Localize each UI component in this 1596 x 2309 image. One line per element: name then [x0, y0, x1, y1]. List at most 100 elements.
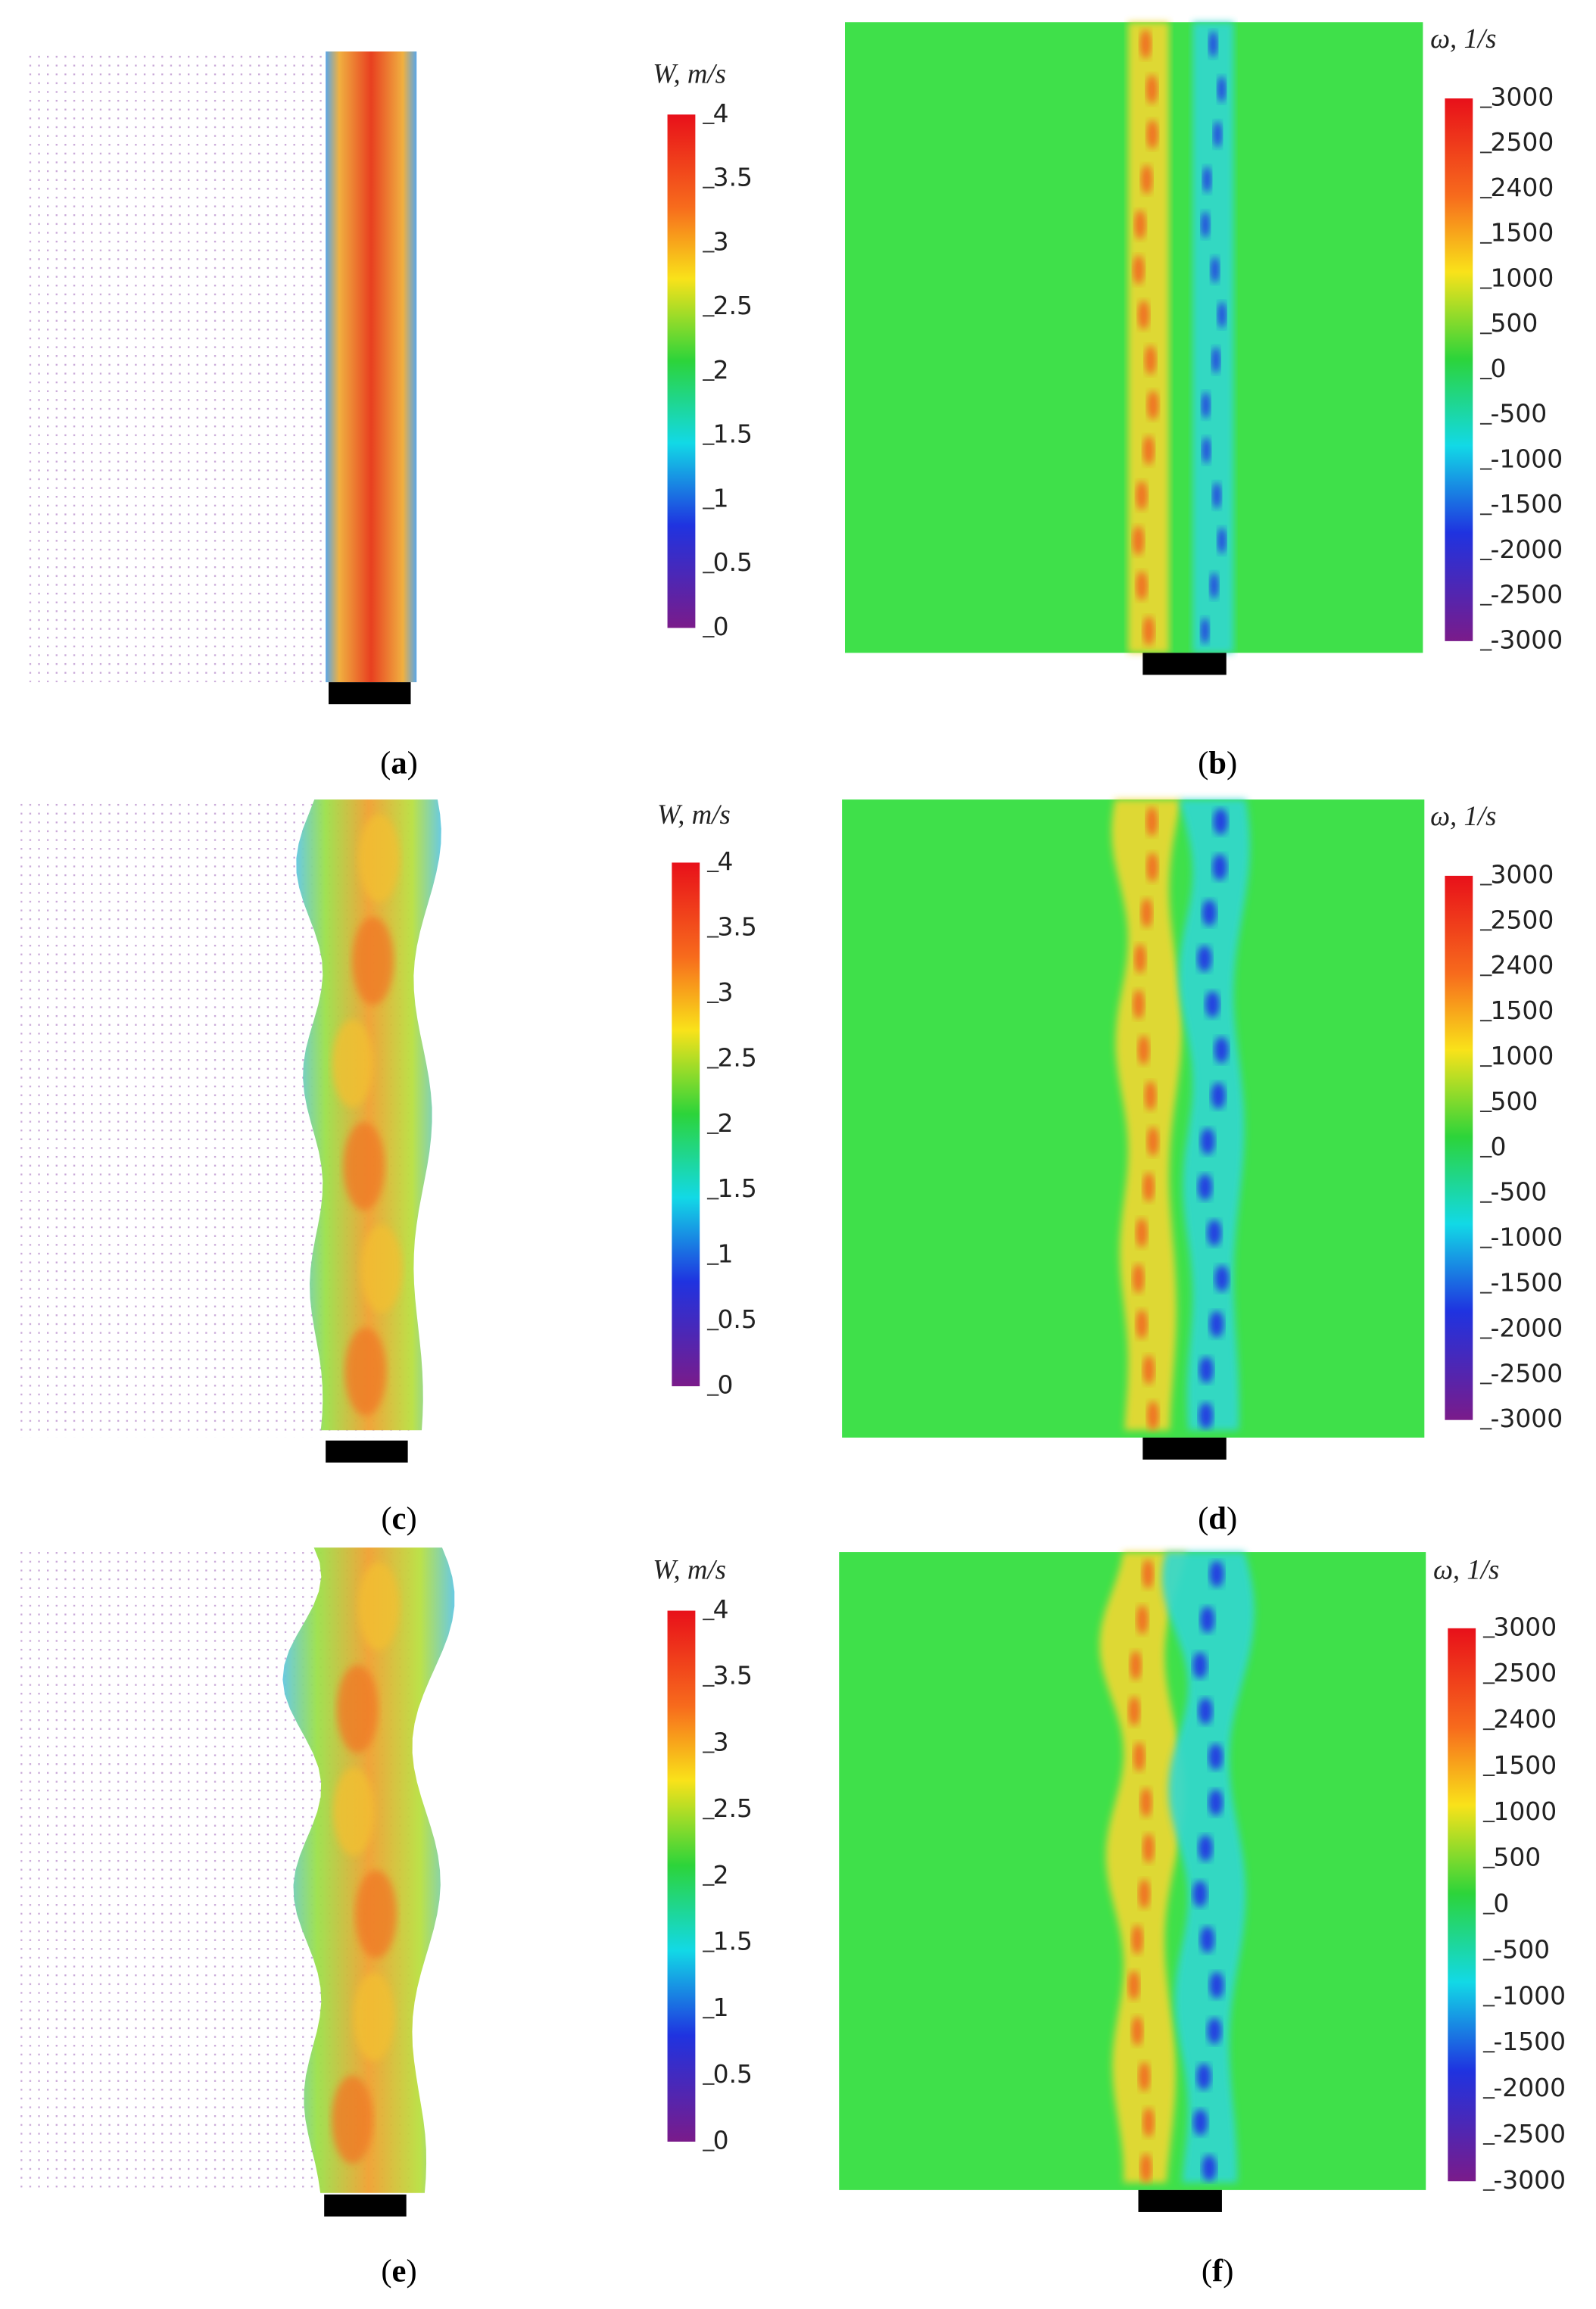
tick-label: 2500	[1493, 1658, 1557, 1687]
tick-label: 1500	[1491, 996, 1554, 1025]
tick-label: 0.5	[713, 547, 753, 577]
tick-label: 2	[713, 1860, 729, 1890]
positive-shear-layer	[1099, 1552, 1188, 2183]
caption-letter: a	[391, 745, 407, 781]
vortex	[1147, 390, 1159, 420]
tick-label: 1.5	[717, 1173, 756, 1203]
colorbar	[672, 862, 700, 1387]
nozzle	[1142, 1437, 1227, 1460]
vortex	[1144, 345, 1157, 375]
tick-label: 3000	[1491, 83, 1554, 112]
vortex	[1213, 808, 1228, 835]
vortex	[1202, 166, 1212, 193]
tick-label: 500	[1491, 1086, 1538, 1116]
caption: (f)	[1202, 2253, 1234, 2289]
tick-label: 1500	[1493, 1750, 1557, 1780]
colorbar-title: W, m/s	[653, 58, 726, 89]
colorbar-title: W, m/s	[653, 1554, 726, 1585]
velocity-panel: W, m/s 4 3.5 3 2.5 2 1.5 1 0.5 0 (a)	[29, 51, 753, 781]
caption-close: )	[1227, 1500, 1237, 1536]
tick-label: 3000	[1493, 1612, 1557, 1641]
vortex	[1147, 1126, 1159, 1157]
vortex	[1136, 1309, 1148, 1339]
vortex	[1211, 347, 1220, 374]
tick-label: 1000	[1493, 1796, 1557, 1826]
vortex	[1138, 1879, 1151, 1909]
nozzle	[1138, 2189, 1222, 2212]
vortex	[1209, 1310, 1224, 1338]
vortex	[1139, 29, 1152, 59]
vortex	[1133, 989, 1145, 1020]
nozzle	[326, 1440, 408, 1463]
tick-label: -1000	[1491, 444, 1563, 473]
velocity-panel: W, m/s 4 3.5 3 2.5 2 1.5 1 0.5 0 (e)	[20, 1547, 753, 2289]
tick-label: -3000	[1493, 2165, 1566, 2195]
vortex	[1139, 2153, 1152, 2183]
vortex	[1197, 1173, 1213, 1201]
vortex	[1199, 1926, 1215, 1953]
colorbar	[1445, 875, 1473, 1420]
positive-shear-layer	[1127, 22, 1170, 653]
caption-open: (	[380, 745, 391, 781]
vortex	[1212, 854, 1227, 880]
tick-label: -500	[1491, 399, 1548, 428]
vortex	[1136, 1605, 1149, 1634]
vortex	[1137, 300, 1150, 330]
vortex	[1142, 2108, 1155, 2137]
tick-label: 3.5	[713, 1661, 753, 1690]
tick-label: 2	[717, 1108, 733, 1138]
jet-patch	[353, 1973, 394, 2061]
vorticity-panel: ω, 1/s 3000 2500 2400 1500 1000 500 0 -500 -1000 -…	[839, 1552, 1566, 2289]
caption-letter: e	[392, 2253, 407, 2289]
tick-label: 3	[717, 977, 733, 1007]
vortex	[1146, 852, 1158, 882]
vortex	[1134, 210, 1146, 240]
vortex	[1192, 2109, 1208, 2136]
vortex	[1198, 1834, 1213, 1862]
vortex	[1138, 2061, 1151, 2092]
colorbar-title: W, m/s	[657, 799, 731, 830]
tick-label: -1500	[1491, 489, 1563, 519]
jet-core	[282, 1547, 455, 2193]
tick-label: 0	[713, 612, 729, 641]
vortex	[1144, 1080, 1157, 1111]
positive-shear-layer	[1111, 799, 1183, 1431]
caption: (e)	[381, 2253, 416, 2289]
nozzle	[324, 2194, 407, 2217]
caption-close: )	[406, 2253, 416, 2289]
caption: (d)	[1198, 1500, 1237, 1536]
tick-label: 1.5	[713, 419, 753, 449]
vortex	[1139, 1787, 1152, 1818]
tick-label: -500	[1493, 1934, 1550, 1964]
jet-patch	[358, 814, 400, 902]
caption-open: (	[1198, 745, 1208, 781]
tick-label: 3	[713, 226, 729, 256]
tick-label: 1	[713, 483, 729, 513]
vortex	[1214, 1036, 1229, 1064]
tick-label: 500	[1491, 308, 1538, 338]
tick-label: -2500	[1491, 1358, 1563, 1388]
tick-label: 0	[717, 1370, 733, 1400]
caption-close: )	[407, 745, 418, 781]
caption-open: (	[1202, 2253, 1212, 2289]
vortex	[1205, 991, 1220, 1018]
vortex	[1217, 527, 1227, 554]
tick-label: -1000	[1491, 1223, 1563, 1252]
tick-label: 2500	[1491, 127, 1554, 157]
colorbar-title: ω, 1/s	[1430, 800, 1496, 831]
vortex	[1201, 211, 1210, 238]
vortex	[1146, 806, 1158, 837]
caption-close: )	[1227, 745, 1237, 781]
jet-core	[326, 51, 417, 683]
negative-shear-layer	[1161, 1552, 1255, 2183]
vortex	[1130, 1650, 1142, 1681]
vortex	[1147, 1401, 1159, 1431]
vortex	[1140, 164, 1153, 195]
colorbar	[1448, 1628, 1476, 2182]
vortex	[1142, 615, 1155, 646]
tick-label: 4	[713, 98, 729, 128]
tick-label: 0	[1493, 1889, 1509, 1918]
caption-open: (	[1198, 1500, 1208, 1536]
caption-letter: f	[1212, 2253, 1223, 2289]
caption-open: (	[381, 1500, 391, 1536]
